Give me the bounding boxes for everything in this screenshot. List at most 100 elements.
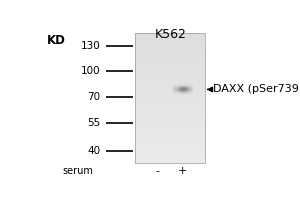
Bar bbox=[186, 93, 187, 94]
Text: 100: 100 bbox=[81, 66, 100, 76]
Bar bbox=[180, 95, 181, 96]
Bar bbox=[189, 95, 190, 96]
Bar bbox=[183, 94, 184, 95]
Bar bbox=[189, 86, 190, 87]
Bar bbox=[185, 93, 186, 94]
Bar bbox=[190, 95, 191, 96]
Bar bbox=[184, 90, 185, 91]
Bar bbox=[186, 84, 187, 85]
Bar bbox=[172, 83, 173, 84]
Bar bbox=[135, 95, 205, 96]
Bar bbox=[135, 138, 205, 140]
Bar bbox=[135, 79, 205, 80]
Bar bbox=[186, 95, 187, 96]
Bar bbox=[184, 94, 185, 95]
Bar bbox=[135, 40, 205, 41]
Bar bbox=[184, 88, 185, 89]
Bar bbox=[174, 91, 175, 92]
Bar bbox=[182, 87, 183, 88]
Bar bbox=[183, 86, 184, 87]
Bar bbox=[186, 88, 187, 89]
Bar bbox=[172, 91, 173, 92]
Bar bbox=[180, 91, 181, 92]
Bar bbox=[186, 85, 187, 86]
Bar bbox=[191, 84, 192, 85]
Bar bbox=[135, 67, 205, 69]
Bar bbox=[176, 91, 178, 92]
Bar bbox=[173, 86, 174, 87]
Bar bbox=[173, 83, 174, 84]
Bar bbox=[184, 83, 185, 84]
Bar bbox=[135, 155, 205, 156]
Bar bbox=[189, 87, 190, 88]
Bar bbox=[173, 89, 174, 90]
Bar bbox=[135, 117, 205, 119]
Bar bbox=[191, 91, 192, 92]
Bar bbox=[135, 159, 205, 161]
Bar bbox=[176, 93, 178, 94]
Bar bbox=[188, 85, 189, 86]
Bar bbox=[178, 89, 180, 90]
Bar bbox=[174, 88, 175, 89]
Bar bbox=[191, 83, 192, 84]
Bar bbox=[189, 94, 190, 95]
Bar bbox=[183, 92, 184, 93]
Bar bbox=[135, 83, 205, 85]
Bar bbox=[172, 89, 173, 90]
Bar bbox=[172, 84, 173, 85]
Bar bbox=[192, 87, 193, 88]
Bar bbox=[172, 88, 173, 89]
Bar bbox=[188, 89, 189, 90]
Bar bbox=[187, 86, 188, 87]
Bar bbox=[190, 84, 191, 85]
Bar bbox=[181, 88, 182, 89]
Bar bbox=[180, 93, 181, 94]
Text: DAXX (pSer739): DAXX (pSer739) bbox=[213, 84, 300, 94]
Bar bbox=[183, 83, 184, 84]
Bar bbox=[174, 93, 175, 94]
Bar bbox=[135, 122, 205, 124]
Bar bbox=[186, 91, 187, 92]
Bar bbox=[189, 83, 190, 84]
Bar bbox=[135, 88, 205, 90]
Bar bbox=[172, 93, 173, 94]
Bar bbox=[135, 108, 205, 109]
Bar bbox=[186, 86, 187, 87]
Bar bbox=[135, 130, 205, 132]
Bar bbox=[181, 84, 182, 85]
Bar bbox=[172, 95, 173, 96]
Bar bbox=[176, 84, 178, 85]
Bar bbox=[174, 92, 175, 93]
Bar bbox=[188, 86, 189, 87]
Bar bbox=[187, 84, 188, 85]
Bar bbox=[184, 84, 185, 85]
Text: +: + bbox=[178, 166, 188, 176]
Bar bbox=[187, 95, 188, 96]
Bar bbox=[190, 90, 191, 91]
Bar bbox=[135, 51, 205, 53]
Bar bbox=[192, 86, 193, 87]
Bar bbox=[187, 94, 188, 95]
Bar bbox=[135, 49, 205, 51]
Bar bbox=[188, 83, 189, 84]
Bar bbox=[173, 95, 174, 96]
Bar bbox=[135, 33, 205, 35]
Bar bbox=[135, 101, 205, 103]
Bar bbox=[180, 90, 181, 91]
Bar bbox=[135, 161, 205, 163]
Bar bbox=[190, 93, 191, 94]
Bar bbox=[135, 48, 205, 49]
Bar bbox=[182, 83, 183, 84]
Bar bbox=[174, 84, 175, 85]
Bar bbox=[189, 89, 190, 90]
Bar bbox=[187, 88, 188, 89]
Bar bbox=[185, 83, 186, 84]
Bar bbox=[135, 57, 205, 59]
Bar bbox=[176, 92, 178, 93]
Bar bbox=[190, 85, 191, 86]
Bar bbox=[191, 90, 192, 91]
Text: KD: KD bbox=[47, 34, 66, 47]
Bar bbox=[135, 142, 205, 143]
Bar bbox=[190, 88, 191, 89]
Bar bbox=[180, 84, 181, 85]
